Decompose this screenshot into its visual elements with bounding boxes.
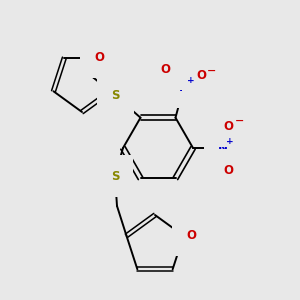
- Text: O: O: [196, 69, 206, 82]
- Text: −: −: [207, 66, 216, 76]
- Text: N: N: [218, 142, 228, 154]
- Text: N: N: [178, 81, 188, 94]
- Text: S: S: [111, 169, 119, 182]
- Text: +: +: [187, 76, 194, 85]
- Text: S: S: [111, 89, 120, 102]
- Text: +: +: [226, 136, 234, 146]
- Text: O: O: [160, 63, 170, 76]
- Text: O: O: [94, 51, 105, 64]
- Text: O: O: [187, 229, 196, 242]
- Text: −: −: [235, 116, 245, 126]
- Text: O: O: [223, 164, 233, 176]
- Text: O: O: [223, 119, 233, 133]
